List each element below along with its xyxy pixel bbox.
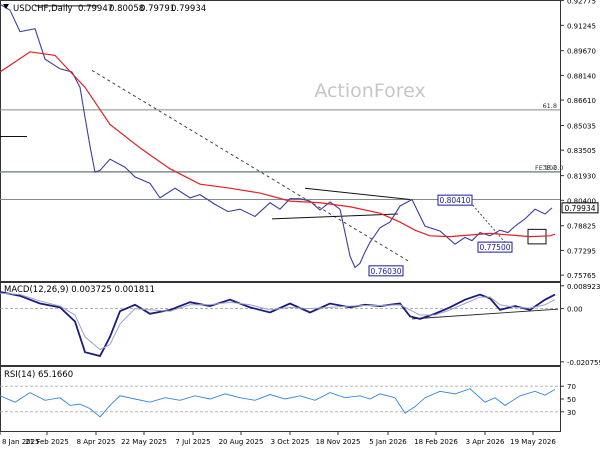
macd-series-signal [0, 292, 556, 351]
x-tick-label: 19 May 2026 [510, 438, 556, 446]
watermark: ActionForex [314, 80, 425, 102]
y-tick-label: 0.85035 [567, 123, 596, 131]
ohlc-low: 0.79791 [140, 4, 175, 14]
x-tick-label: 8 Jan 2025 [2, 438, 40, 446]
triangle-lower-line [271, 213, 399, 220]
y-tick-label: 0.008923 [567, 283, 600, 291]
y-tick-label: 0.75765 [567, 272, 596, 280]
price-title: USDCHF,Daily [13, 4, 73, 14]
y-tick-label: 0.89670 [567, 48, 596, 56]
y-axis-labels: 0.92775 0.91245 0.89670 0.88140 0.86610 0.850… [560, 0, 600, 417]
y-tick-label: 0.92775 [567, 0, 596, 6]
rsi-title: RSI(14) 65.1660 [4, 370, 73, 380]
y-tick-label: 0.80400 [567, 197, 596, 205]
y-tick-label: 0.86610 [567, 97, 596, 105]
x-tick-label: 22 May 2025 [121, 438, 167, 446]
y-tick-label: 0.81930 [567, 173, 596, 181]
svg-text:0.80410: 0.80410 [439, 196, 470, 205]
x-tick-label: 3 Oct 2025 [271, 438, 310, 446]
macd-series-layer [0, 291, 560, 358]
dashed-trendline [91, 69, 409, 262]
x-tick-label: 18 Feb 2026 [414, 438, 458, 446]
x-tick-label: 3 Apr 2026 [466, 438, 505, 446]
y-tick-label: -0.020759 [567, 359, 600, 367]
hline-label: 38.2 [543, 164, 557, 172]
x-tick-label: 7 Jul 2025 [175, 438, 210, 446]
price-series-close [0, 3, 553, 269]
y-tick-label: 0.78825 [567, 223, 596, 231]
ohlc-close: 0.79934 [171, 4, 206, 14]
price-callout: 0.80410 [437, 194, 473, 206]
ohlc-high: 0.80058 [109, 4, 144, 14]
price-series-ma [0, 51, 556, 238]
dashed-trendline-short [469, 201, 506, 243]
x-tick-label: 5 Jan 2026 [369, 438, 407, 446]
macd-panel-frame [0, 282, 561, 366]
macd-title: MACD(12,26,9) 0.003725 0.001811 [4, 285, 155, 295]
y-tick-label: 50 [567, 396, 576, 404]
y-tick-label: 30 [567, 409, 576, 417]
hline-label: FE 100.0 [535, 164, 564, 172]
last-price-tag [561, 202, 599, 214]
price-callout: 0.77500 [477, 241, 513, 253]
rsi-series-rsi [0, 388, 556, 418]
svg-text:0.76030: 0.76030 [370, 267, 401, 276]
dropdown-triangle-icon[interactable] [3, 4, 9, 9]
ohlc-open: 0.79947 [78, 4, 113, 14]
macd-trendline [411, 308, 559, 320]
y-tick-label: 0.77295 [567, 247, 596, 255]
x-tick-label: 21 Feb 2025 [25, 438, 69, 446]
y-tick-label: 0.91245 [567, 22, 596, 30]
x-tick-label: 20 Aug 2025 [219, 438, 264, 446]
rsi-series-layer [0, 385, 560, 418]
last-price-value: 0.79934 [564, 204, 595, 213]
rsi-panel-frame [0, 366, 561, 432]
price-callout: 0.76030 [368, 265, 404, 277]
svg-text:0.77500: 0.77500 [479, 243, 510, 252]
triangle-upper-line [304, 187, 411, 200]
x-tick-label: 8 Apr 2025 [77, 438, 116, 446]
y-tick-label: 70 [567, 383, 576, 391]
x-tick-label: 18 Nov 2025 [316, 438, 361, 446]
hline-label: 61.8 [543, 102, 557, 110]
y-tick-label: 0.00 [567, 306, 583, 314]
price-series-layer: 61.8 FE 100.038.2 0.80410 0.77500 0.76030 0.7… [0, 3, 599, 277]
y-tick-label: 0.83505 [567, 147, 596, 155]
price-panel-frame [0, 0, 561, 282]
y-tick-label: 0.88140 [567, 72, 596, 80]
